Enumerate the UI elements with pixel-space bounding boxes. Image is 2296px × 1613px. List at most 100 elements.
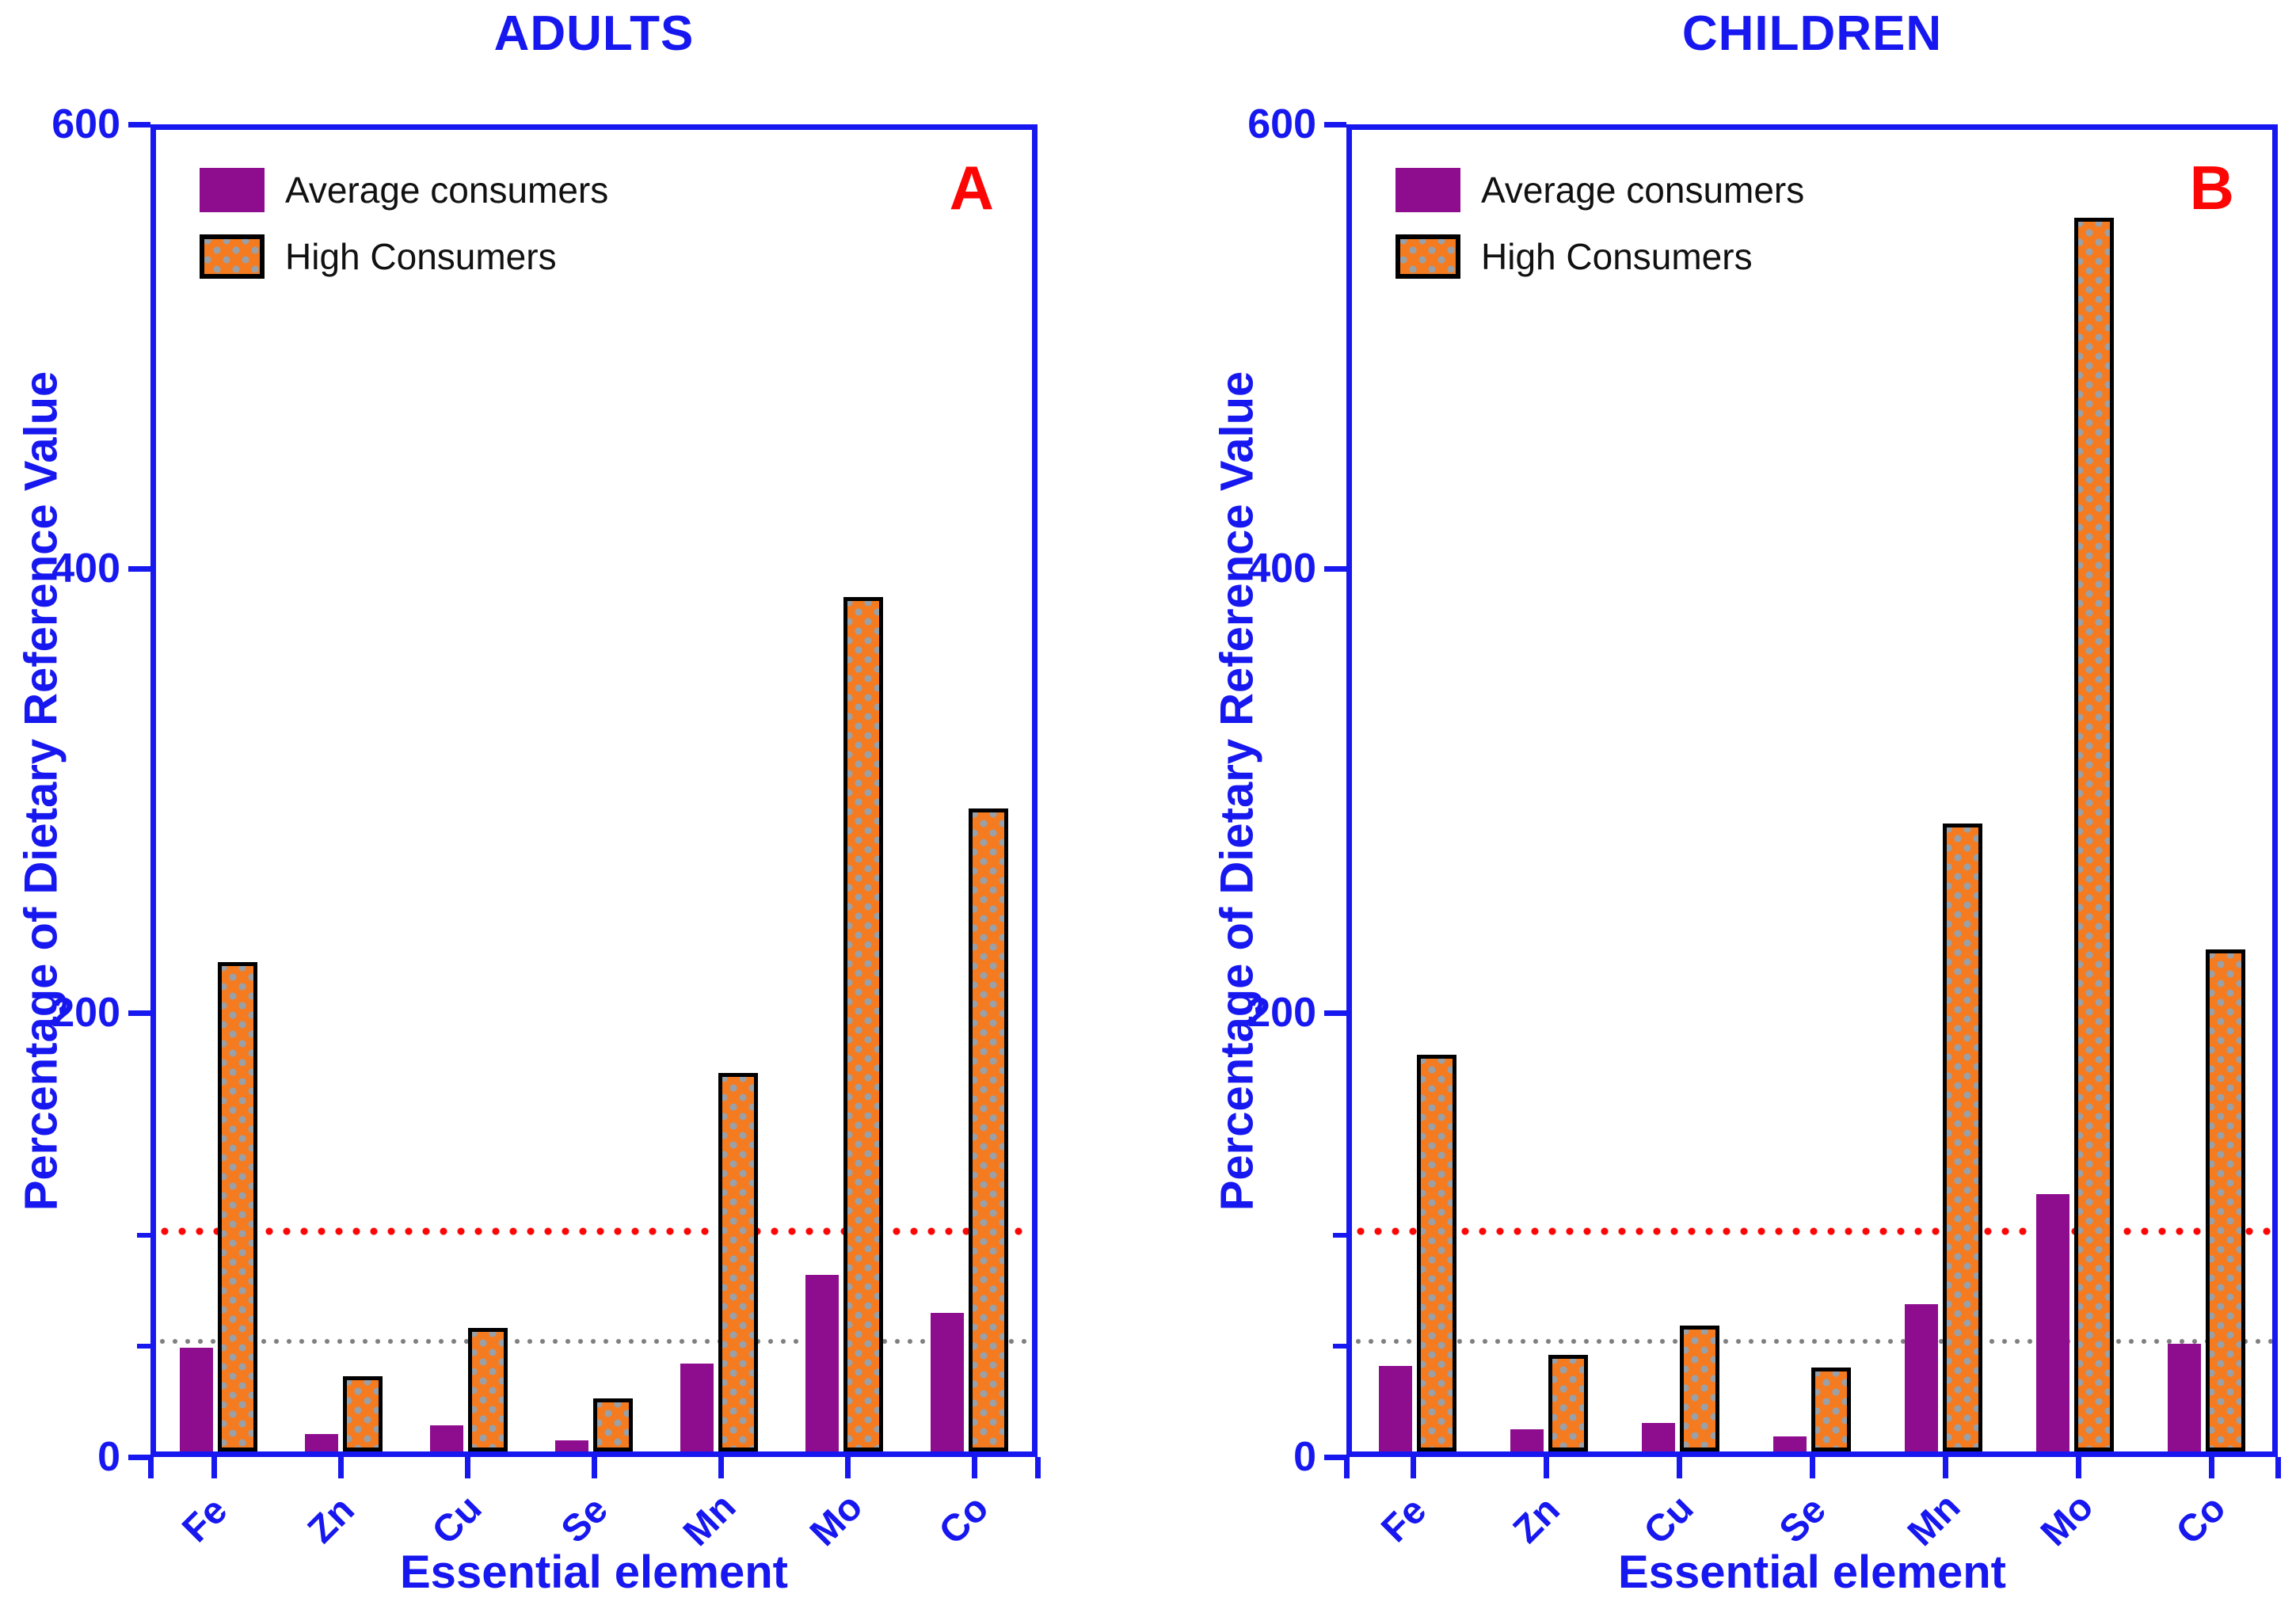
x-tick [211, 1457, 217, 1478]
bar-fe-average-consumers [180, 1348, 213, 1451]
y-tick-label: 200 [1247, 989, 1316, 1036]
x-tick [2076, 1457, 2081, 1478]
x-category-label: Cu [424, 1487, 490, 1553]
legend-swatch-high-consumers [1395, 234, 1460, 279]
y-axis-title: Percentage of Dietary Reference Value [1211, 371, 1263, 1211]
x-corner-tick [1035, 1457, 1041, 1478]
bar-zn-average-consumers [305, 1433, 338, 1451]
bar-mo-high-consumers [2074, 218, 2114, 1451]
bar-group-se [531, 130, 657, 1451]
plot-wrap-adults: ADULTS Percentage of Dietary Reference V… [16, 6, 1041, 1598]
y-tick [1324, 565, 1346, 572]
legend-swatch-average-consumers [200, 168, 265, 212]
x-tick [465, 1457, 470, 1478]
legend-item-average: Average consumers [200, 168, 608, 212]
x-axis-title: Essential element [400, 1546, 788, 1598]
reference-line-50 [1352, 1337, 2272, 1345]
x-tick [845, 1457, 851, 1478]
panel-letter: A [949, 153, 994, 223]
x-category-label: Zn [299, 1489, 363, 1551]
bar-zn-average-consumers [1510, 1429, 1544, 1451]
bar-zn-high-consumers [343, 1376, 383, 1451]
x-axis-title: Essential element [1618, 1546, 2006, 1598]
x-category-label: Co [931, 1487, 997, 1553]
bar-se-average-consumers [555, 1440, 588, 1451]
y-tick [1324, 1455, 1346, 1460]
bar-group-mn [1878, 130, 2009, 1451]
legend-swatch-average-consumers [1395, 168, 1460, 212]
bar-mn-high-consumers [1943, 824, 1982, 1451]
panel-children: CHILDREN Percentage of Dietary Reference… [1148, 0, 2296, 1613]
x-category-label: Se [1771, 1489, 1834, 1551]
bar-group-fe [156, 130, 281, 1451]
bar-mn-high-consumers [718, 1072, 758, 1451]
plot-area: Average consumers High Consumers B [1346, 124, 2278, 1457]
y-minor-tick [137, 1232, 150, 1238]
reference-line-50 [156, 1337, 1032, 1345]
bar-mo-average-consumers [2036, 1193, 2069, 1451]
legend-label: Average consumers [285, 169, 609, 211]
bars [1352, 130, 2272, 1451]
x-tick [592, 1457, 597, 1478]
x-category-label: Fe [1373, 1489, 1435, 1551]
x-category-label: Mn [675, 1486, 744, 1554]
bar-group-cu [1615, 130, 1746, 1451]
panel-adults: ADULTS Percentage of Dietary Reference V… [16, 6, 1041, 1598]
bar-cu-high-consumers [1680, 1326, 1719, 1451]
bar-fe-average-consumers [1379, 1365, 1412, 1451]
legend: Average consumers High Consumers [1395, 168, 1804, 279]
y-tick [128, 1010, 150, 1016]
bar-group-fe [1352, 130, 1483, 1451]
x-corner-tick [1344, 1457, 1350, 1478]
bar-group-mo [782, 130, 907, 1451]
x-tick [338, 1457, 344, 1478]
x-tick [2209, 1457, 2214, 1478]
bar-group-co [2141, 130, 2272, 1451]
x-category-label: Se [553, 1489, 616, 1551]
legend-swatch-high-consumers [200, 234, 265, 279]
legend-item-average: Average consumers [1395, 168, 1804, 212]
x-category-label: Fe [174, 1489, 236, 1551]
bar-group-mo [2009, 130, 2141, 1451]
bar-mn-average-consumers [1905, 1303, 1938, 1451]
x-tick [1677, 1457, 1682, 1478]
bar-co-average-consumers [931, 1312, 964, 1451]
bar-group-zn [1483, 130, 1615, 1451]
y-tick [1324, 1010, 1346, 1016]
x-corner-tick [148, 1457, 154, 1478]
bar-group-mn [657, 130, 782, 1451]
bar-fe-high-consumers [218, 962, 257, 1451]
panel-letter: B [2189, 153, 2234, 223]
x-category-label: Mo [2032, 1486, 2102, 1554]
bar-mo-high-consumers [843, 596, 883, 1451]
bar-cu-average-consumers [1642, 1422, 1675, 1451]
bar-cu-high-consumers [468, 1328, 508, 1451]
x-category-label: Co [2168, 1487, 2234, 1553]
y-tick-label: 400 [51, 545, 120, 592]
panel-title: CHILDREN [1681, 6, 1943, 61]
bar-zn-high-consumers [1548, 1354, 1588, 1451]
bar-se-average-consumers [1773, 1436, 1807, 1451]
bar-fe-high-consumers [1417, 1055, 1456, 1451]
x-category-label: Mn [1899, 1486, 1969, 1554]
x-tick [1410, 1457, 1416, 1478]
y-tick-label: 600 [51, 101, 120, 147]
bar-group-co [907, 130, 1032, 1451]
bar-cu-average-consumers [430, 1425, 463, 1451]
bar-group-cu [406, 130, 531, 1451]
y-tick [128, 122, 150, 127]
bar-mn-average-consumers [680, 1363, 714, 1451]
x-category-label: Zn [1505, 1489, 1568, 1551]
legend-label: Average consumers [1481, 169, 1805, 211]
x-tick [1810, 1457, 1815, 1478]
x-category-label: Mo [802, 1486, 871, 1554]
legend-item-high: High Consumers [200, 234, 608, 279]
x-tick [718, 1457, 724, 1478]
reference-line-100 [156, 1226, 1032, 1236]
bar-group-se [1746, 130, 1878, 1451]
legend: Average consumers High Consumers [200, 168, 608, 279]
y-tick-label: 600 [1247, 101, 1316, 147]
bar-co-high-consumers [2206, 949, 2245, 1451]
legend-label: High Consumers [285, 236, 557, 277]
bar-co-average-consumers [2168, 1343, 2201, 1451]
